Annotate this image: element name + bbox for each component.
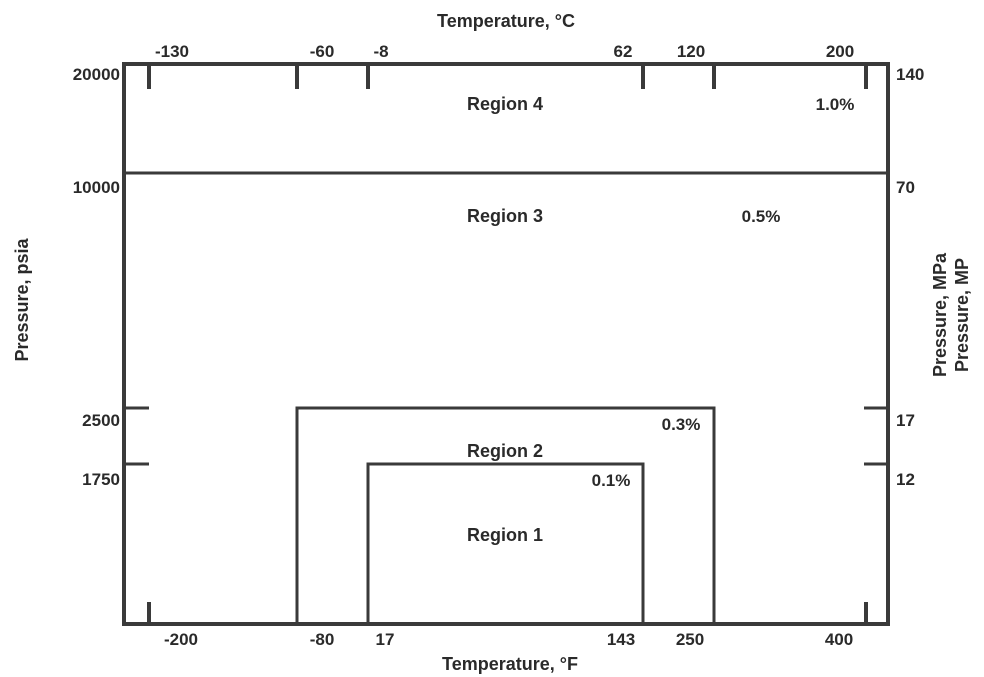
left-tick-label: 20000 — [73, 65, 120, 84]
top-tick-label: 200 — [826, 42, 854, 61]
right-tick-label: 12 — [896, 470, 915, 489]
bottom-tick-label: 250 — [676, 630, 704, 649]
right-axis-title-primary: Pressure, MPa — [930, 252, 950, 377]
region-2-percent: 0.3% — [662, 415, 701, 434]
bottom-tick-label: 17 — [376, 630, 395, 649]
top-tick-label: 120 — [677, 42, 705, 61]
top-axis-title: Temperature, °C — [437, 11, 575, 31]
bottom-tick-label: 400 — [825, 630, 853, 649]
region-1-percent: 0.1% — [592, 471, 631, 490]
top-tick-label: -60 — [310, 42, 335, 61]
top-tick-marks — [149, 64, 866, 89]
right-tick-label: 140 — [896, 65, 924, 84]
region-4-label: Region 4 — [467, 94, 543, 114]
left-tick-label: 10000 — [73, 178, 120, 197]
bottom-axis-title: Temperature, °F — [442, 654, 578, 674]
region-2-label: Region 2 — [467, 441, 543, 461]
bottom-tick-label: 143 — [607, 630, 635, 649]
left-tick-marks — [124, 408, 149, 464]
bottom-tick-marks — [149, 602, 866, 624]
region-3-percent: 0.5% — [742, 207, 781, 226]
region-4-percent: 1.0% — [816, 95, 855, 114]
left-tick-label: 2500 — [82, 411, 120, 430]
top-tick-label: -8 — [373, 42, 388, 61]
right-tick-marks — [864, 408, 888, 464]
right-tick-label: 17 — [896, 411, 915, 430]
top-tick-label: 62 — [614, 42, 633, 61]
top-tick-label: -130 — [155, 42, 189, 61]
right-axis-title-secondary: Pressure, MP — [952, 258, 972, 372]
left-tick-label: 1750 — [82, 470, 120, 489]
bottom-tick-label: -80 — [310, 630, 335, 649]
left-axis-title: Pressure, psia — [12, 237, 32, 361]
region-3-label: Region 3 — [467, 206, 543, 226]
region-1-label: Region 1 — [467, 525, 543, 545]
bottom-tick-label: -200 — [164, 630, 198, 649]
right-tick-label: 70 — [896, 178, 915, 197]
